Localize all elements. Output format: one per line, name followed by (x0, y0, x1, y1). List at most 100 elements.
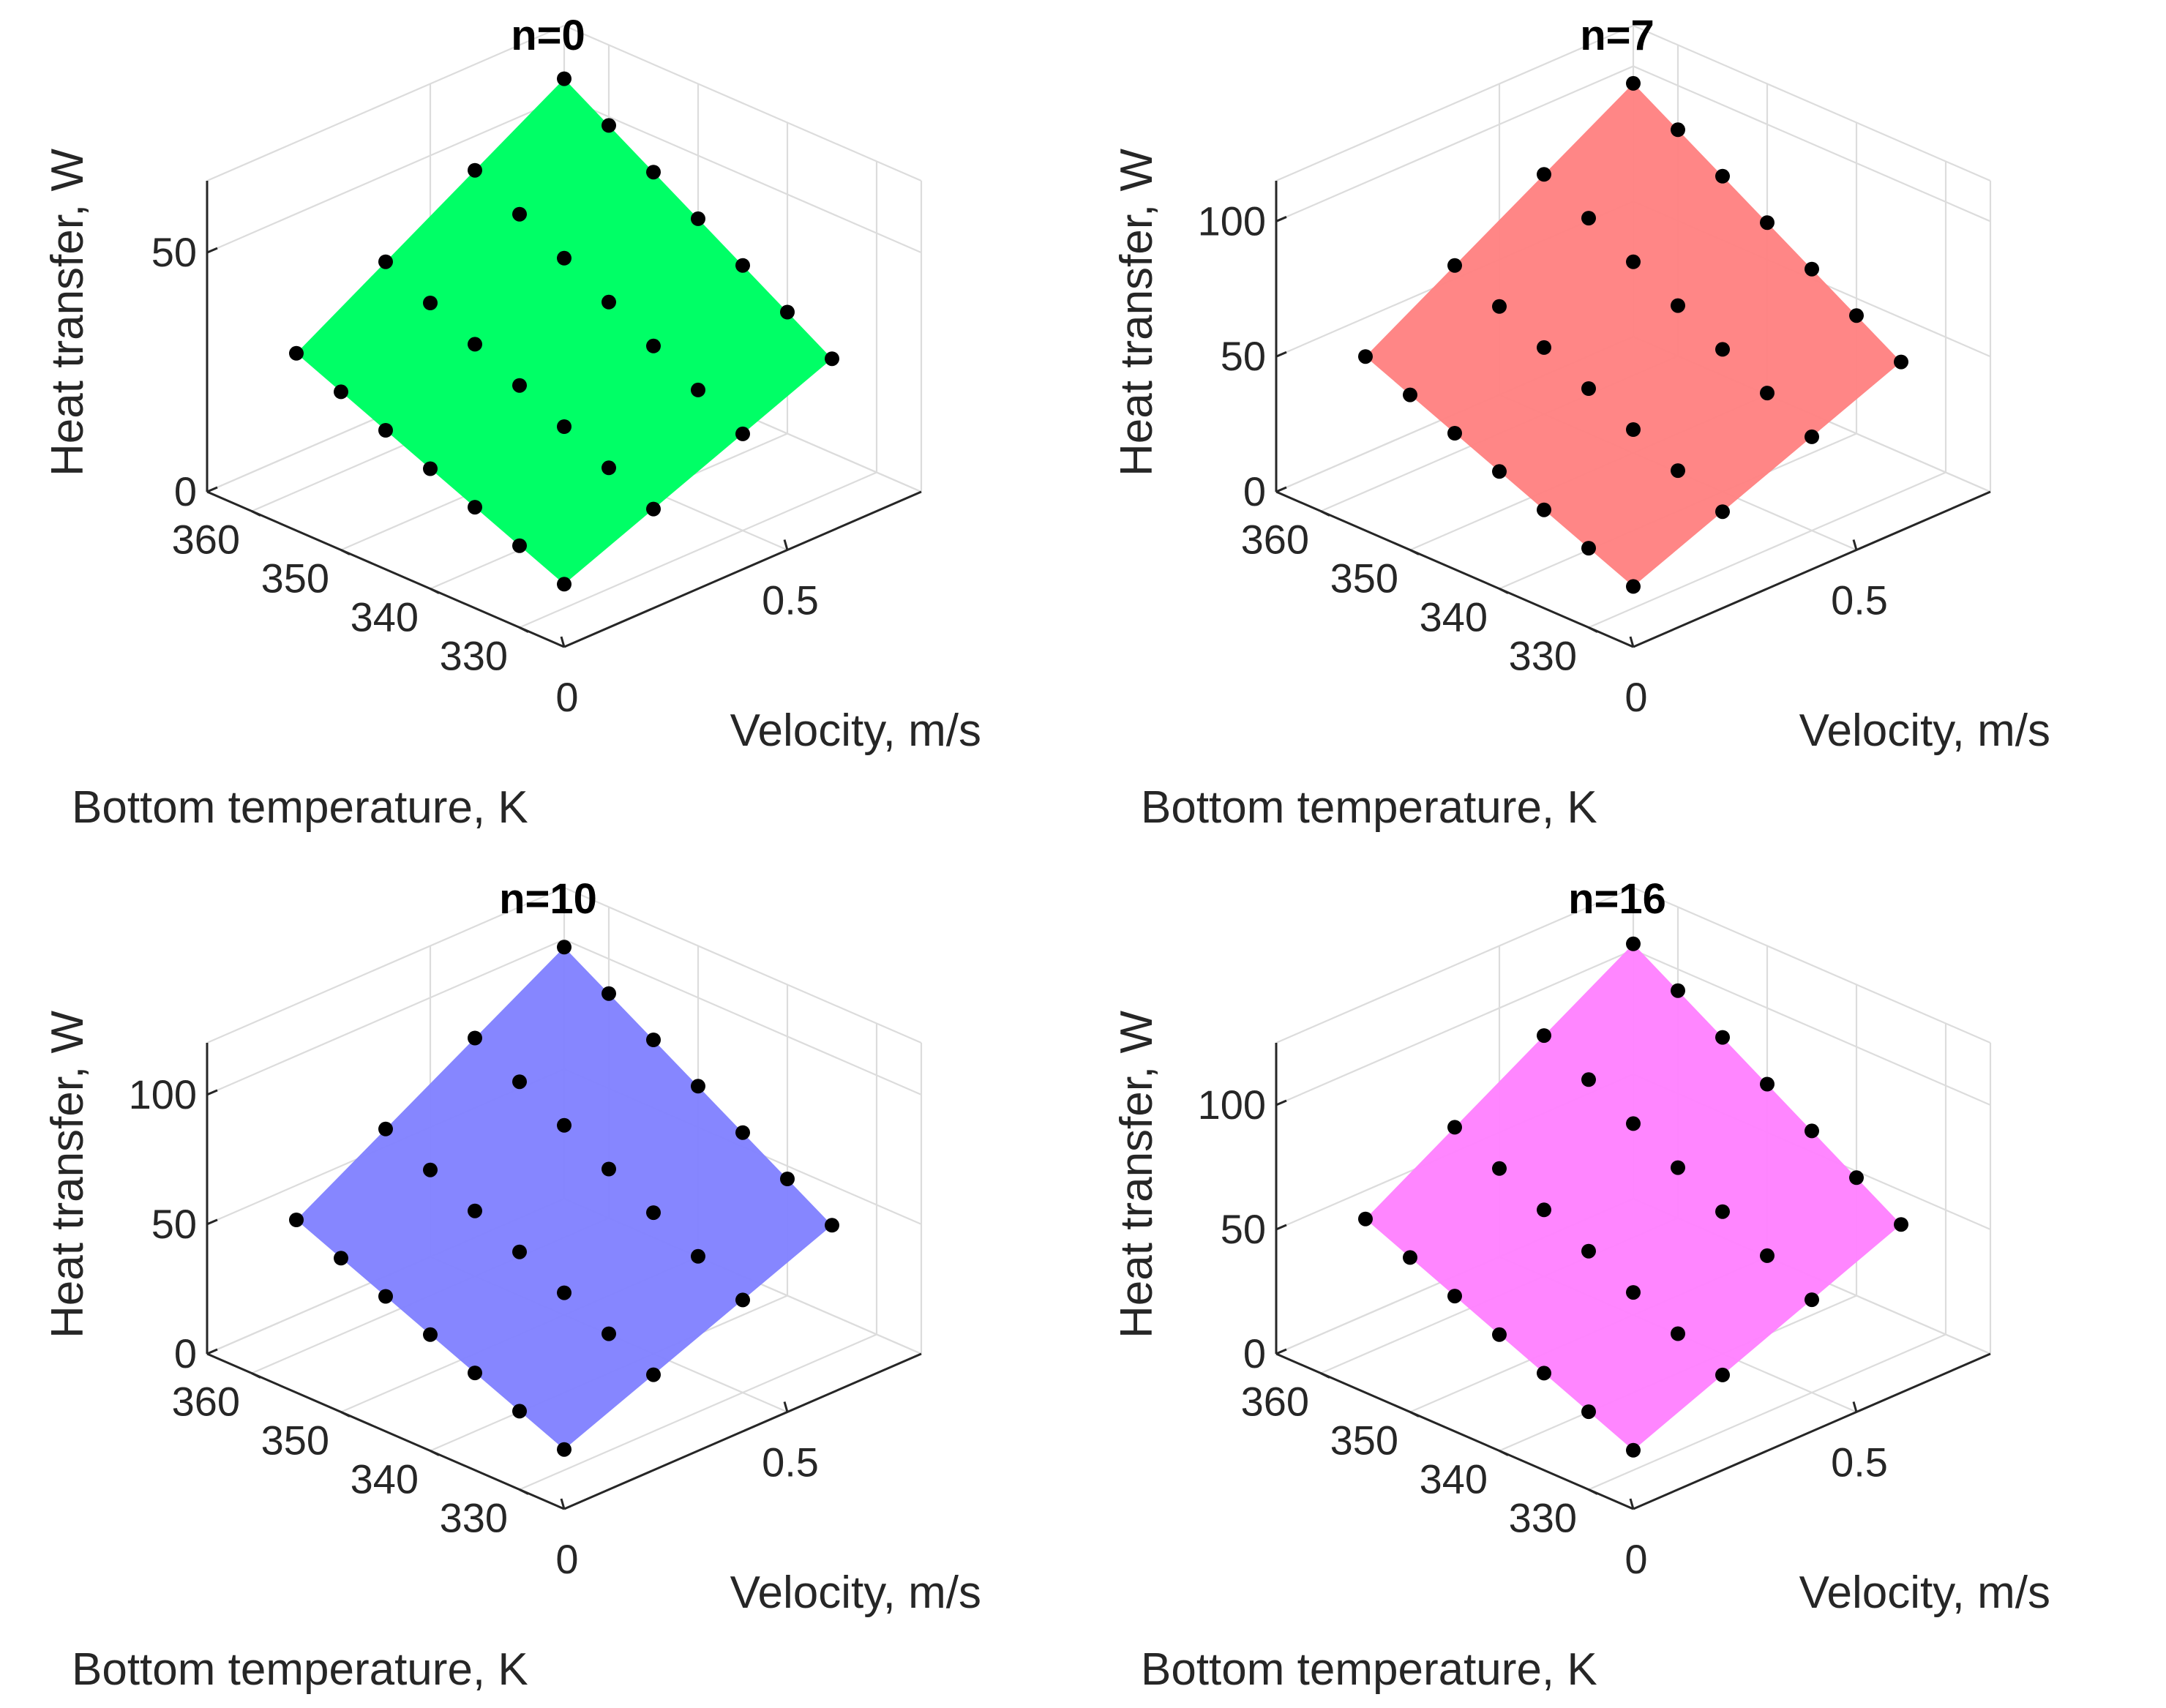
surface-patch (1365, 83, 1901, 587)
data-point (468, 1366, 482, 1381)
data-point (1805, 429, 1819, 444)
z-tick-label: 100 (1198, 1082, 1266, 1128)
data-point (1715, 504, 1730, 520)
data-point (423, 461, 438, 476)
subplot-n7: 0 50 100 360 350 340 330 0 0.5 n=7 Heat transfer, … (1112, 12, 2050, 833)
data-point (512, 1244, 527, 1259)
x-tick-mark (251, 510, 261, 517)
data-point (1581, 1243, 1596, 1259)
x-tick-label: 360 (172, 517, 240, 563)
y-tick-label: 0.5 (762, 1439, 819, 1486)
data-point (1626, 75, 1641, 91)
y-tick-label: 0.5 (1831, 577, 1888, 623)
data-point (735, 1125, 750, 1140)
data-point (1715, 1030, 1730, 1045)
data-point (423, 1162, 438, 1177)
data-point (1671, 1326, 1685, 1341)
z-tick-mark (206, 1348, 218, 1355)
x-tick-label: 340 (1420, 1456, 1488, 1502)
data-point (735, 1292, 750, 1308)
x-tick-mark (1588, 1488, 1598, 1495)
data-point (468, 1030, 482, 1046)
z-tick-label: 0 (174, 468, 197, 514)
data-point (512, 1404, 527, 1419)
data-point (602, 294, 616, 310)
y-axis-line (1633, 490, 1991, 648)
data-point (691, 382, 705, 397)
z-tick-label: 50 (151, 1201, 197, 1247)
x-tick-mark (1409, 549, 1420, 555)
x-tick-label: 360 (172, 1379, 240, 1425)
z-tick-mark (206, 247, 218, 254)
data-point (1671, 122, 1685, 138)
z-tick-mark (206, 1218, 218, 1226)
data-point (512, 206, 527, 222)
data-point (1626, 1285, 1641, 1300)
data-point (1715, 1204, 1730, 1219)
data-point (735, 258, 750, 273)
data-point (334, 1251, 348, 1266)
data-point (512, 538, 527, 553)
data-point (825, 351, 839, 367)
x-tick-label: 330 (1509, 1495, 1577, 1541)
subplot-n16: 0 50 100 360 350 340 330 0 0.5 n=16 Heat transfer,… (1112, 875, 2050, 1695)
x-axis-label: Bottom temperature, K (72, 782, 528, 833)
x-tick-label: 360 (1241, 1379, 1309, 1425)
y-tick-mark (1852, 1401, 1858, 1412)
x-tick-mark (1588, 626, 1598, 633)
data-point (1715, 168, 1730, 184)
data-point (602, 1326, 616, 1341)
data-point (1849, 308, 1864, 323)
data-point (1849, 1170, 1864, 1186)
data-point (602, 986, 616, 1001)
x-tick-mark (519, 626, 529, 633)
x-tick-mark (519, 1488, 529, 1495)
x-tick-label: 330 (1509, 633, 1577, 679)
data-point (691, 1079, 705, 1094)
data-point (646, 338, 661, 353)
data-point (1537, 1366, 1551, 1381)
data-point (1581, 541, 1596, 556)
data-point (1492, 299, 1507, 314)
x-axis-line (206, 1352, 565, 1510)
data-point (646, 501, 661, 517)
data-point (780, 304, 795, 320)
x-tick-label: 350 (261, 1417, 329, 1464)
y-tick-mark (1629, 1498, 1635, 1510)
y-axis-label: Velocity, m/s (730, 705, 981, 756)
x-tick-label: 330 (440, 1495, 508, 1541)
data-point (1447, 258, 1462, 273)
data-point (1537, 1028, 1551, 1044)
data-point (557, 940, 572, 955)
data-point (1805, 1292, 1819, 1308)
x-tick-label: 330 (440, 633, 508, 679)
data-point (423, 1327, 438, 1342)
y-axis-label: Velocity, m/s (1799, 705, 2050, 756)
z-tick-label: 0 (1243, 1330, 1266, 1376)
y-axis-line (563, 490, 922, 648)
z-axis-label: Heat transfer, W (42, 1011, 93, 1338)
x-tick-mark (430, 588, 440, 594)
data-point (1403, 387, 1417, 402)
surface-patch (296, 947, 832, 1450)
y-axis-label: Velocity, m/s (730, 1567, 981, 1618)
x-axis-label: Bottom temperature, K (1141, 1644, 1597, 1695)
data-point (602, 1161, 616, 1177)
data-point (557, 1117, 572, 1133)
data-point (646, 1205, 661, 1221)
data-point (1581, 1404, 1596, 1420)
data-point (1715, 1367, 1730, 1382)
data-point (1447, 1120, 1462, 1135)
data-point (1626, 579, 1641, 594)
data-point (1760, 1248, 1775, 1263)
data-point (1894, 354, 1908, 370)
data-point (1626, 936, 1641, 951)
data-point (735, 426, 750, 441)
x-tick-mark (1320, 1372, 1330, 1379)
y-axis-line (1633, 1352, 1991, 1510)
z-tick-mark (1275, 1348, 1287, 1355)
data-point (1492, 464, 1507, 479)
data-point (1671, 298, 1685, 313)
x-tick-label: 350 (261, 555, 329, 602)
z-tick-label: 0 (1243, 468, 1266, 514)
